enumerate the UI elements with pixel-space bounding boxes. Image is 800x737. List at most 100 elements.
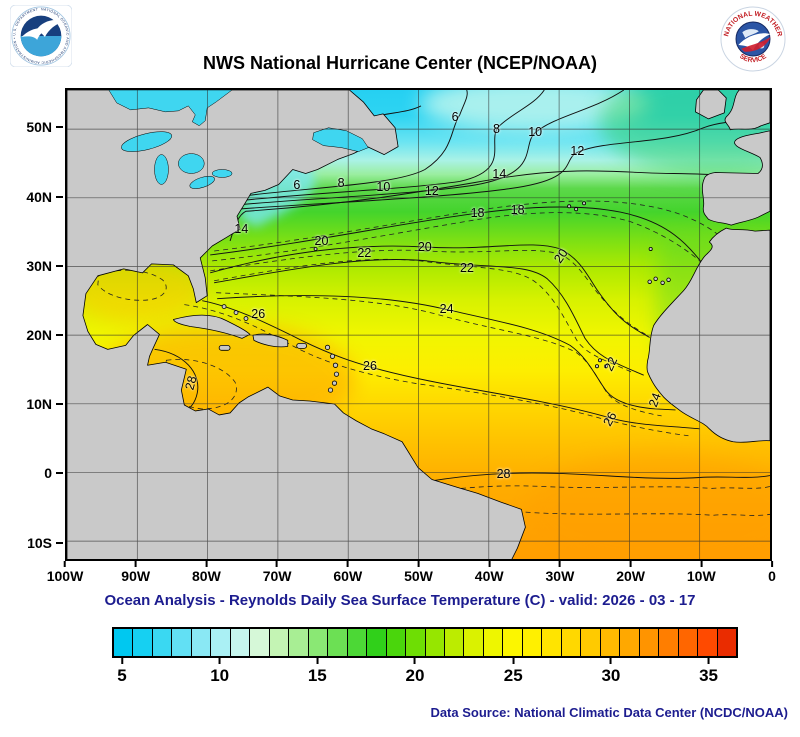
colorbar-tick: 10 — [210, 658, 229, 686]
lat-tick: 20N — [26, 327, 63, 343]
lat-tick-label: 10N — [26, 396, 52, 413]
colorbar — [112, 627, 738, 658]
colorbar-tick-mark — [707, 658, 710, 664]
lon-tick-label: 80W — [191, 568, 221, 584]
colorbar-tick-label: 35 — [699, 666, 719, 685]
sst-map: 6 8 10 12 14 6 8 10 12 14 18 18 — [65, 88, 772, 561]
colorbar-segment — [698, 629, 718, 656]
lat-tick-mark — [56, 195, 63, 198]
colorbar-segment — [581, 629, 601, 656]
colorbar-tick: 15 — [308, 658, 327, 686]
lat-tick-mark — [56, 334, 63, 337]
datasource-text: Data Source: National Climatic Data Cent… — [430, 705, 788, 720]
lon-tick-mark — [488, 561, 491, 567]
lon-tick-label: 100W — [46, 568, 84, 584]
lon-tick-label: 70W — [262, 568, 292, 584]
bahamas — [221, 304, 249, 321]
colorbar-segment — [347, 629, 368, 656]
colorbar-tick-mark — [316, 658, 319, 664]
inland-water-layer — [108, 90, 369, 189]
lat-tick: 0 — [44, 465, 63, 481]
colorbar-segment — [308, 629, 329, 656]
contour-dashed-layer — [97, 200, 770, 520]
island-bermuda — [313, 247, 318, 251]
map-plot-svg — [67, 90, 770, 559]
noaa-logo-svg: NATIONAL OCEANIC AND ATMOSPHERIC ADMINIS… — [8, 2, 73, 68]
colorbar-tick: 30 — [601, 658, 620, 686]
lon-tick: 20W — [616, 561, 645, 584]
colorbar-tick-mark — [218, 658, 221, 664]
lesser-antilles — [324, 344, 340, 393]
lon-tick: 90W — [121, 561, 150, 584]
colorbar-segment — [191, 629, 212, 656]
colorbar-segment — [717, 629, 736, 656]
lat-axis: 50N 40N 30N 20N 10N — [0, 88, 63, 561]
colorbar-segment — [211, 629, 231, 656]
colorbar-segment — [503, 629, 523, 656]
lat-tick-label: 50N — [26, 119, 52, 136]
canary-islands — [647, 276, 671, 285]
lat-tick: 10S — [27, 535, 63, 551]
colorbar-segment — [172, 629, 192, 656]
island-cuba — [172, 314, 251, 339]
lake-michigan — [154, 154, 169, 185]
lat-tick-mark — [56, 542, 63, 545]
colorbar-tick-label: 15 — [307, 666, 327, 685]
lake-erie — [189, 175, 215, 189]
colorbar-segment — [678, 629, 699, 656]
colorbar-segment — [328, 629, 348, 656]
lat-tick-label: 20N — [26, 327, 52, 344]
landmass-europe-britain — [724, 90, 770, 131]
colorbar-segment — [386, 629, 407, 656]
lat-tick-mark — [56, 126, 63, 129]
grid-layer — [67, 90, 770, 559]
colorbar-tick: 35 — [699, 658, 718, 686]
colorbar-segment — [561, 629, 582, 656]
colorbar-tick-label: 20 — [405, 666, 425, 685]
lon-tick-mark — [770, 561, 773, 567]
cape-verde — [594, 358, 608, 369]
lon-tick: 70W — [262, 561, 292, 584]
colorbar-ticks: 5 10 15 20 25 30 — [112, 658, 738, 690]
lon-tick-mark — [276, 561, 279, 567]
colorbar-tick: 5 — [117, 658, 127, 686]
colorbar-segment — [230, 629, 251, 656]
colorbar-tick-mark — [413, 658, 416, 664]
lon-tick: 60W — [333, 561, 362, 584]
colorbar-tick: 20 — [405, 658, 425, 686]
lon-tick-label: 10W — [686, 568, 716, 584]
island-jamaica — [218, 344, 231, 351]
nws-gull-icon — [738, 33, 771, 51]
colorbar-tick-label: 30 — [601, 666, 621, 685]
nws-logo-svg: NATIONAL WEATHER SERVICE — [720, 6, 786, 72]
lon-tick: 10W — [687, 561, 716, 584]
lat-tick-mark — [56, 264, 63, 267]
lon-tick-label: 20W — [616, 568, 645, 584]
lon-tick-label: 0 — [768, 568, 776, 584]
lon-tick: 100W — [46, 561, 84, 584]
lon-tick-label: 30W — [545, 568, 575, 584]
island-madeira — [648, 246, 653, 251]
lon-tick-mark — [417, 561, 420, 567]
lake-superior — [121, 131, 172, 152]
colorbar-segment — [522, 629, 543, 656]
lat-tick: 10N — [26, 396, 63, 412]
nws-ring-text-bottom: SERVICE — [738, 53, 768, 64]
colorbar-tick-mark — [609, 658, 612, 664]
lon-tick-mark — [558, 561, 561, 567]
landmass-americas — [67, 90, 526, 559]
lat-tick: 40N — [26, 189, 63, 205]
island-hispaniola — [252, 333, 289, 348]
landmass-france-iberia — [702, 130, 770, 226]
colorbar-tick-label: 5 — [117, 666, 127, 685]
colorbar-tick-mark — [121, 658, 124, 664]
lon-tick-label: 50W — [404, 568, 433, 584]
island-puertorico — [296, 342, 308, 349]
lat-tick-label: 40N — [26, 188, 52, 205]
page-title: NWS National Hurricane Center (NCEP/NOAA… — [202, 53, 598, 73]
colorbar-segment — [406, 629, 426, 656]
colorbar-segment — [620, 629, 640, 656]
map-caption: Ocean Analysis - Reynolds Daily Sea Surf… — [104, 592, 696, 609]
lon-tick: 0 — [768, 561, 776, 584]
lon-tick: 80W — [192, 561, 221, 584]
